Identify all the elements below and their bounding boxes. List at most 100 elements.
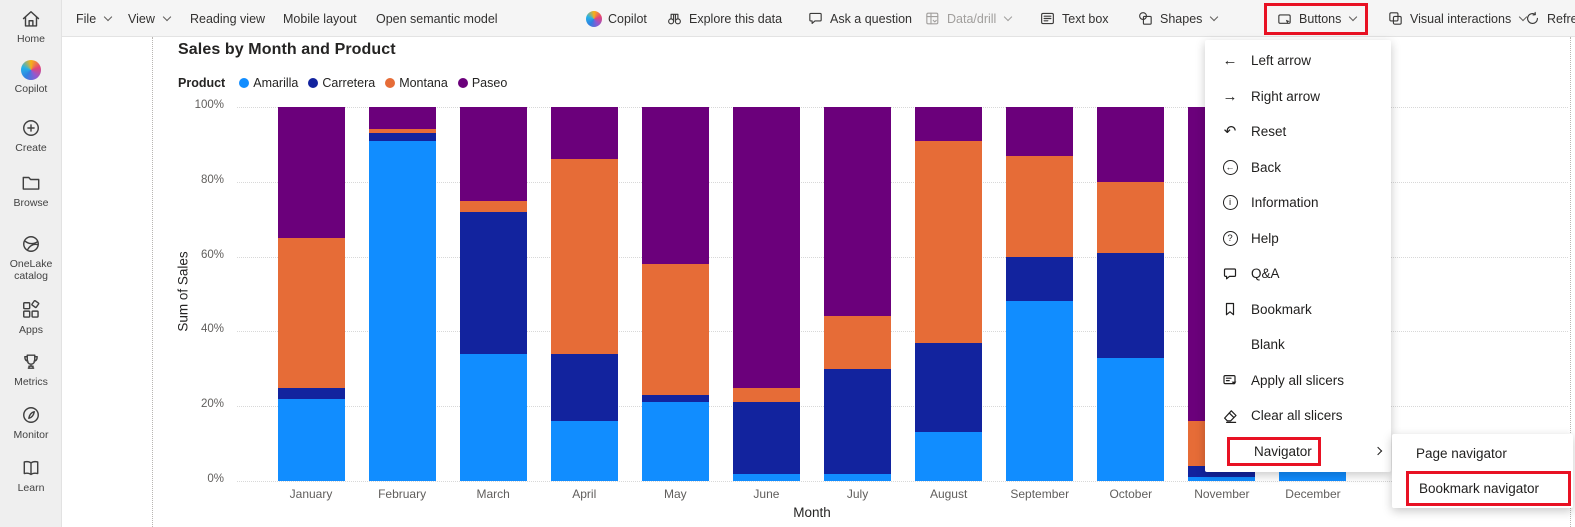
sidebar-item-onelake-catalog[interactable]: OneLake catalog <box>0 233 62 282</box>
bar-segment[interactable] <box>550 159 618 354</box>
canvas-right-guide <box>1570 37 1571 527</box>
legend-item-amarilla[interactable]: Amarilla <box>239 76 298 90</box>
data-drill-menu[interactable]: Data/drill <box>924 0 1013 37</box>
bar-segment[interactable] <box>641 402 709 481</box>
bar-segment[interactable] <box>550 107 618 160</box>
bar-segment[interactable] <box>732 107 800 388</box>
bar-segment[interactable] <box>641 264 709 395</box>
bar-segment[interactable] <box>1006 256 1074 302</box>
text-box-label: Text box <box>1062 11 1109 26</box>
explore-this-data-button[interactable]: Explore this data <box>666 0 782 37</box>
bar-segment[interactable] <box>277 387 345 399</box>
bar-segment[interactable] <box>1188 477 1256 481</box>
bar-segment[interactable] <box>1279 469 1347 481</box>
sidebar-item-metrics[interactable]: Metrics <box>0 351 62 388</box>
bar-segment[interactable] <box>732 402 800 474</box>
sidebar-item-create[interactable]: Create <box>0 117 62 154</box>
submenu-item-page-navigator[interactable]: Page navigator <box>1392 436 1573 471</box>
buttons-menu-button[interactable]: Buttons <box>1276 11 1358 28</box>
menu-item-right-arrow[interactable]: → Right arrow <box>1205 79 1391 115</box>
menu-item-reset[interactable]: ↶ Reset <box>1205 114 1391 150</box>
refresh-button[interactable]: Refresh <box>1524 0 1575 37</box>
right-arrow-icon: → <box>1222 87 1238 105</box>
legend-item-paseo[interactable]: Paseo <box>457 76 507 90</box>
chevron-down-icon <box>1004 12 1013 21</box>
menu-item-apply-all-slicers[interactable]: Apply all slicers <box>1205 363 1391 399</box>
file-menu[interactable]: File <box>76 0 113 37</box>
shapes-menu[interactable]: Shapes <box>1137 0 1219 37</box>
menu-item-bookmark[interactable]: Bookmark <box>1205 292 1391 328</box>
bar-segment[interactable] <box>915 140 983 343</box>
copilot-button[interactable]: Copilot <box>586 0 647 37</box>
bar-segment[interactable] <box>915 432 983 481</box>
legend-label: Carretera <box>322 76 376 90</box>
bar-segment[interactable] <box>824 473 892 481</box>
menu-item-back[interactable]: ← Back <box>1205 150 1391 186</box>
gridline <box>237 256 1568 258</box>
menu-item-label: Right arrow <box>1251 88 1321 104</box>
open-semantic-model-button[interactable]: Open semantic model <box>376 0 498 37</box>
bar-segment[interactable] <box>915 107 983 141</box>
bar-segment[interactable] <box>550 353 618 422</box>
bar-segment[interactable] <box>368 107 436 130</box>
x-tick-label: July <box>846 487 869 501</box>
submenu-item-bookmark-navigator[interactable]: Bookmark navigator <box>1406 471 1571 506</box>
bar-segment[interactable] <box>1097 252 1165 358</box>
menu-item-qa[interactable]: Q&A <box>1205 256 1391 292</box>
mobile-layout-button[interactable]: Mobile layout <box>283 0 357 37</box>
sidebar-item-browse[interactable]: Browse <box>0 172 62 209</box>
legend-item-montana[interactable]: Montana <box>385 76 448 90</box>
bar-segment[interactable] <box>732 473 800 481</box>
bar-segment[interactable] <box>1097 181 1165 253</box>
bar-segment[interactable] <box>459 200 527 212</box>
menu-item-label: Information <box>1251 195 1319 211</box>
bar-segment[interactable] <box>824 107 892 317</box>
open-semantic-model-label: Open semantic model <box>376 11 498 26</box>
sidebar-item-apps[interactable]: Apps <box>0 299 62 336</box>
bar-segment[interactable] <box>1006 301 1074 481</box>
menu-item-clear-all-slicers[interactable]: Clear all slicers <box>1205 398 1391 434</box>
sidebar-item-learn[interactable]: Learn <box>0 457 62 494</box>
bar-segment[interactable] <box>1006 155 1074 257</box>
bar-segment[interactable] <box>915 342 983 433</box>
text-box-button[interactable]: Text box <box>1039 0 1109 37</box>
visual-interactions-menu[interactable]: Visual interactions <box>1387 0 1528 37</box>
reading-view-button[interactable]: Reading view <box>190 0 265 37</box>
sidebar-item-monitor[interactable]: Monitor <box>0 404 62 441</box>
bar-segment[interactable] <box>732 387 800 403</box>
bar-segment[interactable] <box>277 107 345 238</box>
sidebar-item-home[interactable]: Home <box>0 8 62 45</box>
bar-segment[interactable] <box>459 107 527 201</box>
sidebar-item-copilot[interactable]: Copilot <box>0 60 62 95</box>
bar-segment[interactable] <box>277 237 345 388</box>
bar-segment[interactable] <box>824 316 892 369</box>
menu-item-help[interactable]: ? Help <box>1205 221 1391 257</box>
bar-segment[interactable] <box>824 368 892 474</box>
sidebar-item-label: Copilot <box>14 83 48 95</box>
bar-segment[interactable] <box>1097 107 1165 182</box>
gridline <box>237 107 1568 108</box>
bar-segment[interactable] <box>368 140 436 481</box>
bar-segment[interactable] <box>641 107 709 265</box>
bar-segment[interactable] <box>550 421 618 481</box>
bar-segment[interactable] <box>641 395 709 403</box>
bar-segment[interactable] <box>459 211 527 354</box>
legend-item-carretera[interactable]: Carretera <box>308 76 375 90</box>
menu-item-left-arrow[interactable]: ← Left arrow <box>1205 43 1391 79</box>
chevron-down-icon <box>162 12 172 21</box>
menu-item-blank[interactable]: Blank <box>1205 327 1391 363</box>
bar-segment[interactable] <box>277 398 345 481</box>
bar-segment[interactable] <box>368 129 436 134</box>
bar-segment[interactable] <box>459 353 527 481</box>
ask-a-question-button[interactable]: Ask a question <box>807 0 912 37</box>
view-menu[interactable]: View <box>128 0 172 37</box>
menu-item-information[interactable]: i Information <box>1205 185 1391 221</box>
bar-segment[interactable] <box>1097 357 1165 481</box>
mobile-layout-label: Mobile layout <box>283 11 357 26</box>
menu-item-navigator[interactable]: Navigator <box>1205 434 1391 470</box>
reading-view-label: Reading view <box>190 11 266 26</box>
bar-segment[interactable] <box>368 133 436 141</box>
legend-dot <box>308 78 319 88</box>
apply-all-slicers-icon <box>1221 372 1239 388</box>
bar-segment[interactable] <box>1006 107 1074 156</box>
